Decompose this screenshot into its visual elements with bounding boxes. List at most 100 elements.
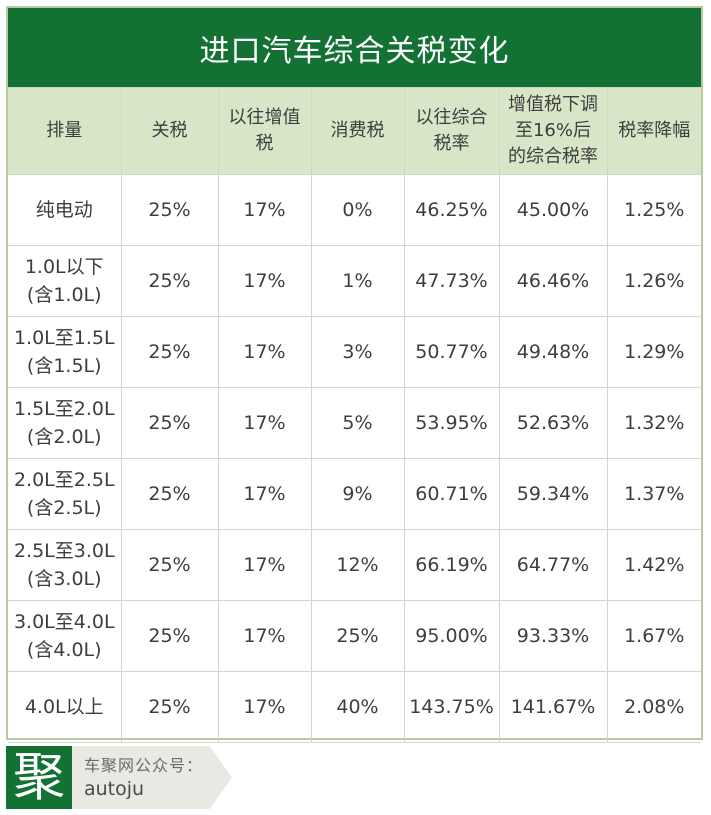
rate-cell: 17% bbox=[217, 671, 312, 743]
table-title: 进口汽车综合关税变化 bbox=[8, 8, 701, 87]
cell-text: 45.00% bbox=[516, 199, 590, 221]
cell-text: 4.0L以上 bbox=[24, 696, 104, 718]
cell-text: 47.73% bbox=[415, 270, 488, 292]
cell-text: (含2.0L) bbox=[26, 426, 102, 448]
rate-cell: 46.25% bbox=[403, 174, 500, 246]
displacement-cell: 1.0L至1.5L (含1.5L) bbox=[8, 316, 122, 388]
column-header-text: 税率降幅 bbox=[618, 120, 691, 141]
column-header-text: 以往增值 bbox=[228, 107, 301, 128]
cell-text: 17% bbox=[243, 696, 286, 718]
rate-cell: 59.34% bbox=[498, 458, 608, 530]
cell-text: 46.25% bbox=[415, 199, 488, 221]
rate-cell: 53.95% bbox=[403, 387, 500, 459]
column-header-text: 税 bbox=[255, 133, 274, 154]
cell-text: 53.95% bbox=[415, 412, 488, 434]
tariff-table: 排量 关税 以往增值税消费税 以往综合 税率 增值税下调 至16%后 的综合税率 税率降幅 纯电… bbox=[8, 87, 701, 743]
cell-text: 9% bbox=[342, 483, 373, 505]
cell-text: 25% bbox=[148, 199, 191, 221]
cell-text: 17% bbox=[243, 270, 286, 292]
rate-cell: 25% bbox=[310, 600, 405, 672]
column-header: 税率降幅 bbox=[606, 87, 701, 175]
rate-cell: 17% bbox=[217, 600, 312, 672]
rate-cell: 1.32% bbox=[606, 387, 701, 459]
footer-account-id: autoju bbox=[84, 778, 145, 800]
cell-text: 46.46% bbox=[516, 270, 590, 292]
rate-cell: 1.37% bbox=[606, 458, 701, 530]
cell-text: (含1.0L) bbox=[26, 284, 102, 306]
rate-cell: 2.08% bbox=[606, 671, 701, 743]
rate-cell: 17% bbox=[217, 316, 312, 388]
table-row: 3.0L至4.0L (含4.0L) 25% 17% 25% 95.00% 93.33% 1.6… bbox=[8, 600, 701, 672]
column-header-text: 增值税下调 bbox=[508, 94, 598, 115]
cell-text: 2.08% bbox=[624, 696, 685, 718]
cell-text: 95.00% bbox=[415, 625, 488, 647]
cell-text: 3% bbox=[342, 341, 373, 363]
cell-text: 60.71% bbox=[415, 483, 488, 505]
cell-text: 12% bbox=[336, 554, 379, 576]
rate-cell: 1.29% bbox=[606, 316, 701, 388]
cell-text: 1.42% bbox=[624, 554, 685, 576]
cell-text: 1.37% bbox=[624, 483, 685, 505]
table-row: 纯电动 25% 17% 0% 46.25% 45.00% 1.25% bbox=[8, 174, 701, 246]
column-header: 以往综合 税率 bbox=[403, 87, 500, 175]
cell-text: 50.77% bbox=[415, 341, 488, 363]
footer-watermark: 聚 车聚网公众号： autoju bbox=[6, 746, 232, 809]
footer-tag: 车聚网公众号： autoju bbox=[72, 746, 232, 809]
displacement-cell: 纯电动 bbox=[8, 174, 122, 246]
cell-text: 1.67% bbox=[624, 625, 685, 647]
cell-text: 1.5L至2.0L bbox=[13, 398, 115, 420]
cell-text: (含1.5L) bbox=[26, 355, 102, 377]
cell-text: 1.25% bbox=[624, 199, 685, 221]
cell-text: 1.29% bbox=[624, 341, 685, 363]
cell-text: 17% bbox=[243, 412, 286, 434]
rate-cell: 1.67% bbox=[606, 600, 701, 672]
cell-text: 25% bbox=[148, 625, 191, 647]
displacement-cell: 2.5L至3.0L (含3.0L) bbox=[8, 529, 122, 601]
displacement-cell: 3.0L至4.0L (含4.0L) bbox=[8, 600, 122, 672]
cell-text: 2.0L至2.5L bbox=[13, 469, 115, 491]
rate-cell: 46.46% bbox=[498, 245, 608, 317]
table-row: 2.5L至3.0L (含3.0L) 25% 17% 12% 66.19% 64.77% 1.4… bbox=[8, 529, 701, 601]
cell-text: 64.77% bbox=[516, 554, 590, 576]
rate-cell: 25% bbox=[120, 600, 219, 672]
cell-text: 3.0L至4.0L bbox=[13, 611, 115, 633]
cell-text: 17% bbox=[243, 625, 286, 647]
rate-cell: 25% bbox=[120, 529, 219, 601]
rate-cell: 3% bbox=[310, 316, 405, 388]
table-row: 1.5L至2.0L (含2.0L) 25% 17% 5% 53.95% 52.63% 1.32… bbox=[8, 387, 701, 459]
tariff-table-card: 进口汽车综合关税变化 排量 关税 以往增值税消费税 以往综合 税率 增值税下调 至16%后的… bbox=[6, 6, 703, 743]
table-row: 2.0L至2.5L (含2.5L) 25% 17% 9% 60.71% 59.34% 1.37… bbox=[8, 458, 701, 530]
column-header-text: 以往综合 bbox=[415, 107, 488, 128]
rate-cell: 17% bbox=[217, 174, 312, 246]
rate-cell: 60.71% bbox=[403, 458, 500, 530]
cell-text: 1% bbox=[342, 270, 373, 292]
header-row: 排量 关税 以往增值税消费税 以往综合 税率 增值税下调 至16%后 的综合税率 税率降幅 bbox=[8, 87, 701, 175]
rate-cell: 1.42% bbox=[606, 529, 701, 601]
cell-text: 25% bbox=[148, 270, 191, 292]
rate-cell: 5% bbox=[310, 387, 405, 459]
table-row: 1.0L以下 (含1.0L) 25% 17% 1% 47.73% 46.46% 1.26% bbox=[8, 245, 701, 317]
column-header: 消费税 bbox=[310, 87, 405, 175]
cell-text: 25% bbox=[148, 483, 191, 505]
cell-text: 25% bbox=[148, 341, 191, 363]
cell-text: 1.26% bbox=[624, 270, 685, 292]
rate-cell: 40% bbox=[310, 671, 405, 743]
rate-cell: 9% bbox=[310, 458, 405, 530]
rate-cell: 141.67% bbox=[498, 671, 608, 743]
table-row: 4.0L以上 25% 17% 40% 143.75% 141.67% 2.08% bbox=[8, 671, 701, 743]
rate-cell: 66.19% bbox=[403, 529, 500, 601]
cell-text: 40% bbox=[336, 696, 379, 718]
rate-cell: 1% bbox=[310, 245, 405, 317]
cell-text: 17% bbox=[243, 483, 286, 505]
cell-text: 52.63% bbox=[516, 412, 590, 434]
cell-text: 1.32% bbox=[624, 412, 685, 434]
cell-text: 17% bbox=[243, 199, 286, 221]
cell-text: 1.0L以下 bbox=[24, 256, 104, 278]
cell-text: 93.33% bbox=[516, 625, 590, 647]
rate-cell: 143.75% bbox=[403, 671, 500, 743]
cell-text: 17% bbox=[243, 554, 286, 576]
rate-cell: 64.77% bbox=[498, 529, 608, 601]
rate-cell: 17% bbox=[217, 387, 312, 459]
cell-text: 25% bbox=[148, 696, 191, 718]
cell-text: 5% bbox=[342, 412, 373, 434]
